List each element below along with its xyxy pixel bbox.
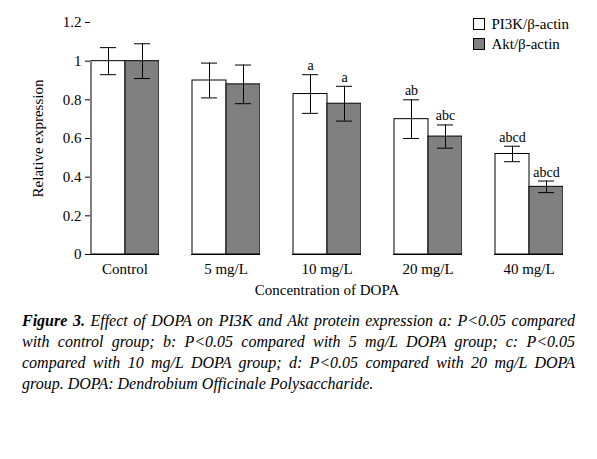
svg-text:40 mg/L: 40 mg/L bbox=[503, 261, 554, 277]
svg-text:0: 0 bbox=[74, 246, 82, 262]
svg-text:0.2: 0.2 bbox=[63, 208, 82, 224]
html-text:Akt/β-actin: Akt/β-actin bbox=[491, 36, 560, 52]
svg-text:Relative expression: Relative expression bbox=[30, 79, 46, 197]
html-text:Figure 3. Effect of DOPA on PI: Figure 3. Effect of DOPA on PI3K and Akt… bbox=[22, 312, 575, 392]
svg-text:a: a bbox=[307, 58, 314, 73]
svg-text:20 mg/L: 20 mg/L bbox=[402, 261, 453, 277]
svg-text:0.4: 0.4 bbox=[63, 169, 82, 185]
svg-text:Concentration of DOPA: Concentration of DOPA bbox=[255, 282, 400, 298]
svg-text:a: a bbox=[341, 70, 348, 85]
svg-text:10 mg/L: 10 mg/L bbox=[301, 261, 352, 277]
svg-text:0.8: 0.8 bbox=[63, 92, 82, 108]
svg-text:1.2: 1.2 bbox=[63, 14, 82, 30]
svg-text:0.6: 0.6 bbox=[63, 130, 82, 146]
svg-text:abcd: abcd bbox=[499, 130, 525, 145]
svg-text:5 mg/L: 5 mg/L bbox=[204, 261, 248, 277]
svg-text:abc: abc bbox=[436, 108, 455, 123]
html-text:PI3K/β-actin: PI3K/β-actin bbox=[491, 16, 569, 32]
svg-text:1: 1 bbox=[74, 53, 82, 69]
svg-text:Control: Control bbox=[102, 261, 148, 277]
svg-text:ab: ab bbox=[405, 83, 418, 98]
svg-text:abcd: abcd bbox=[533, 165, 559, 180]
